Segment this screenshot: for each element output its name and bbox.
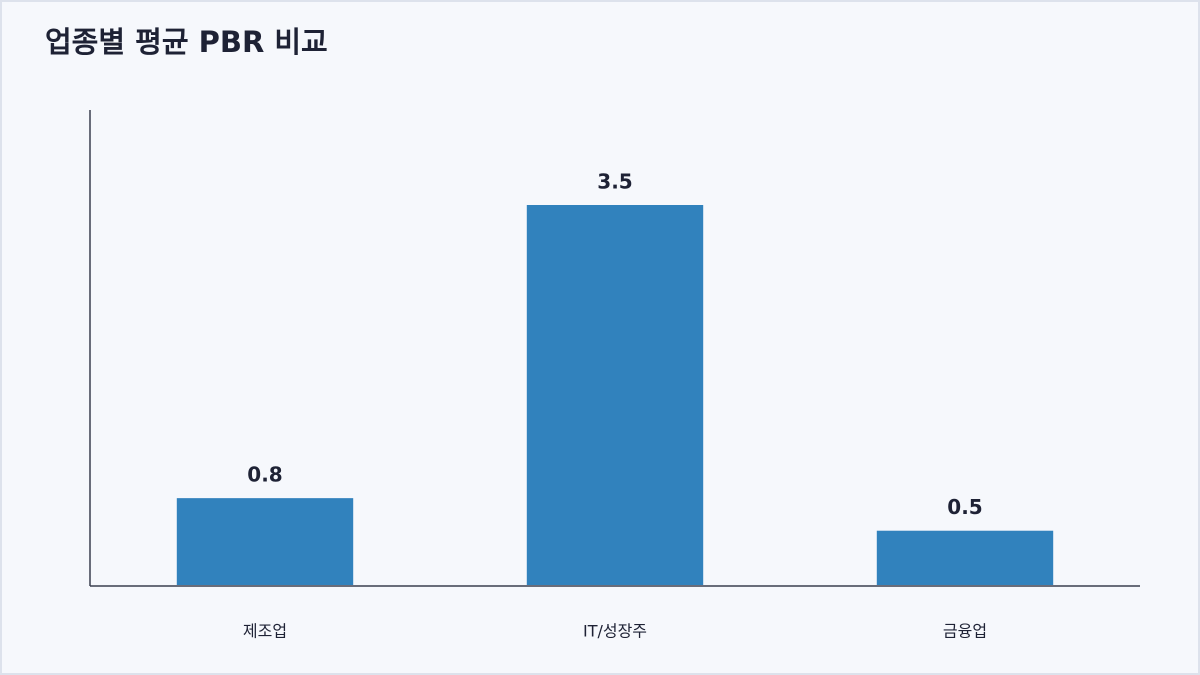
bar [526, 205, 704, 585]
x-tick-label: IT/성장주 [583, 622, 647, 641]
value-label: 3.5 [597, 170, 632, 194]
chart-title: 업종별 평균 PBR 비교 [45, 25, 328, 59]
value-label: 0.5 [947, 495, 982, 519]
x-tick-label: 제조업 [243, 622, 287, 641]
bar [176, 498, 354, 585]
x-tick-label: 금융업 [943, 622, 987, 641]
bar [876, 530, 1054, 585]
value-label: 0.8 [247, 463, 282, 487]
